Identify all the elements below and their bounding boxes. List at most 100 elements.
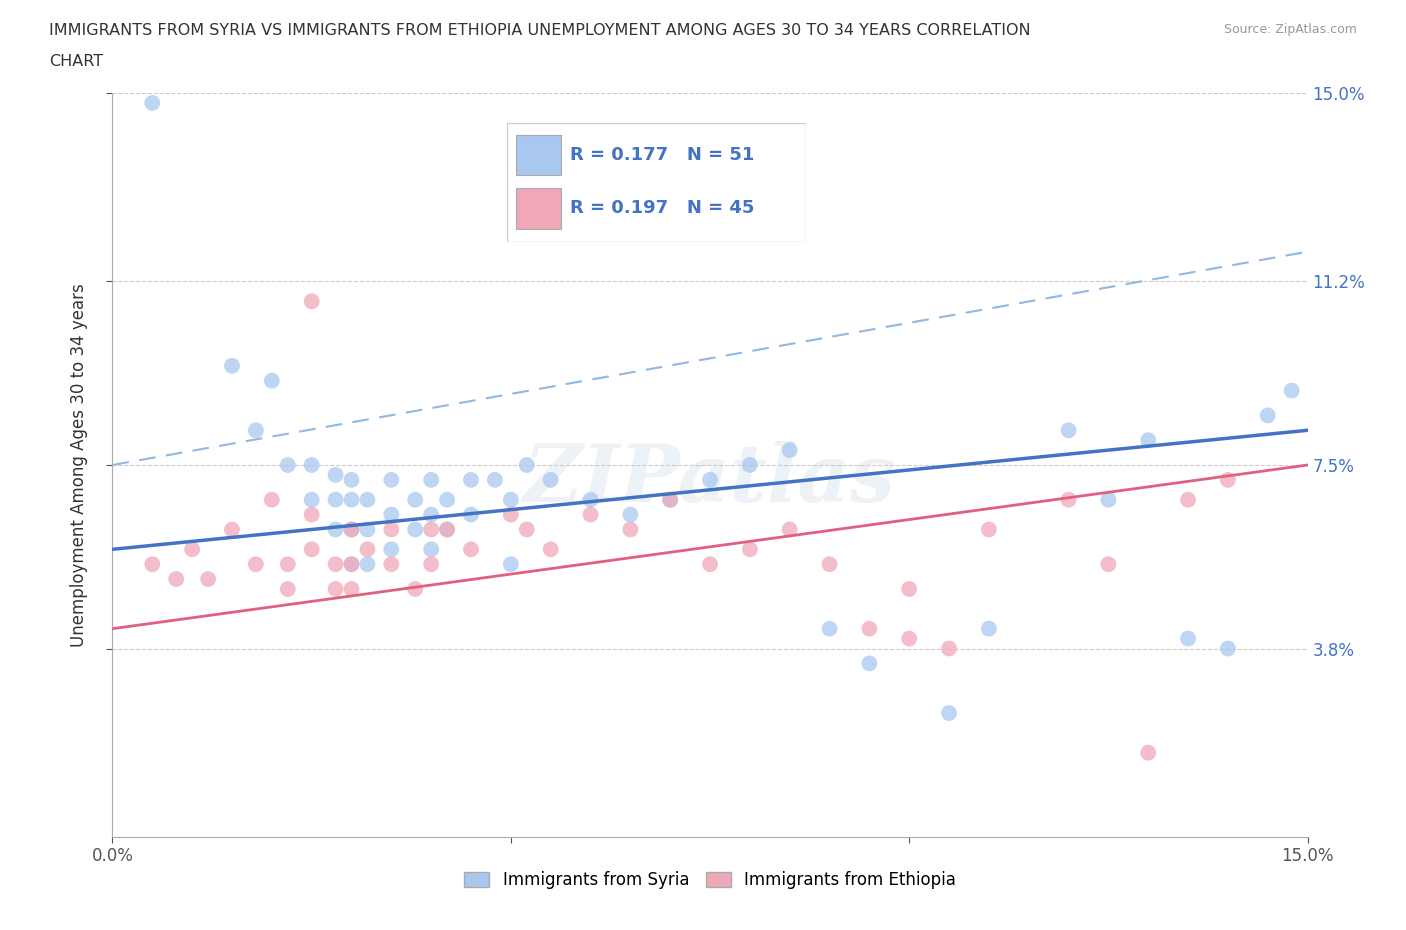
Point (277, 581, 299, 596)
Legend: Immigrants from Syria, Immigrants from Ethiopia: Immigrants from Syria, Immigrants from E… (457, 864, 963, 896)
Point (977, 621, 1000, 636)
Point (197, 572, 219, 587)
Point (340, 557, 363, 572)
Point (699, 472, 721, 487)
Point (1097, 492, 1119, 507)
Point (340, 557, 363, 572)
Point (858, 656, 880, 671)
Point (340, 581, 363, 596)
Point (779, 522, 801, 537)
Text: Source: ZipAtlas.com: Source: ZipAtlas.com (1223, 23, 1357, 36)
Point (516, 522, 538, 537)
Point (579, 492, 602, 507)
Point (540, 472, 562, 487)
Point (1097, 557, 1119, 572)
Point (356, 492, 378, 507)
Point (499, 492, 522, 507)
Point (1257, 408, 1279, 423)
Point (380, 522, 402, 537)
Point (325, 468, 347, 483)
Point (221, 358, 243, 373)
Point (356, 542, 378, 557)
Point (245, 423, 267, 438)
Point (380, 542, 402, 557)
Point (738, 458, 761, 472)
Point (380, 557, 402, 572)
Point (325, 492, 347, 507)
Point (277, 557, 299, 572)
Point (460, 542, 482, 557)
Point (436, 522, 458, 537)
Point (818, 557, 841, 572)
Point (420, 522, 443, 537)
Point (420, 542, 443, 557)
Point (1057, 492, 1080, 507)
Point (460, 472, 482, 487)
Point (420, 472, 443, 487)
Point (540, 542, 562, 557)
Point (460, 507, 482, 522)
Point (619, 522, 641, 537)
Point (1216, 472, 1239, 487)
Point (420, 557, 443, 572)
Point (245, 557, 267, 572)
Point (659, 492, 682, 507)
Point (340, 472, 363, 487)
Text: CHART: CHART (49, 54, 103, 69)
Point (356, 557, 378, 572)
Point (516, 458, 538, 472)
Text: ZIPatlas: ZIPatlas (524, 441, 896, 519)
Point (325, 522, 347, 537)
Point (499, 557, 522, 572)
Point (380, 507, 402, 522)
Point (404, 522, 426, 537)
Point (1177, 492, 1199, 507)
Point (484, 472, 506, 487)
Point (165, 572, 187, 587)
Point (325, 581, 347, 596)
Point (499, 507, 522, 522)
Point (779, 443, 801, 458)
Point (898, 581, 921, 596)
Point (301, 458, 323, 472)
Point (277, 458, 299, 472)
Point (301, 507, 323, 522)
Point (659, 492, 682, 507)
Point (1137, 745, 1160, 760)
Point (380, 472, 402, 487)
Point (221, 522, 243, 537)
Point (858, 621, 880, 636)
Point (818, 621, 841, 636)
Point (1057, 423, 1080, 438)
Text: IMMIGRANTS FROM SYRIA VS IMMIGRANTS FROM ETHIOPIA UNEMPLOYMENT AMONG AGES 30 TO : IMMIGRANTS FROM SYRIA VS IMMIGRANTS FROM… (49, 23, 1031, 38)
Point (436, 492, 458, 507)
Point (404, 492, 426, 507)
Point (301, 492, 323, 507)
Point (619, 507, 641, 522)
Point (301, 294, 323, 309)
Point (1177, 631, 1199, 646)
Y-axis label: Unemployment Among Ages 30 to 34 years: Unemployment Among Ages 30 to 34 years (70, 283, 89, 647)
Point (938, 641, 960, 656)
Point (938, 706, 960, 721)
Point (404, 581, 426, 596)
Point (436, 522, 458, 537)
Point (1137, 432, 1160, 447)
Point (260, 373, 283, 388)
Point (301, 542, 323, 557)
Point (141, 557, 163, 572)
Point (1281, 383, 1303, 398)
Point (340, 522, 363, 537)
Point (699, 557, 721, 572)
Point (325, 557, 347, 572)
Point (977, 522, 1000, 537)
Point (738, 542, 761, 557)
Point (340, 522, 363, 537)
Point (356, 522, 378, 537)
Point (340, 492, 363, 507)
Point (420, 507, 443, 522)
Point (141, 96, 163, 111)
Point (260, 492, 283, 507)
Point (898, 631, 921, 646)
Point (579, 507, 602, 522)
